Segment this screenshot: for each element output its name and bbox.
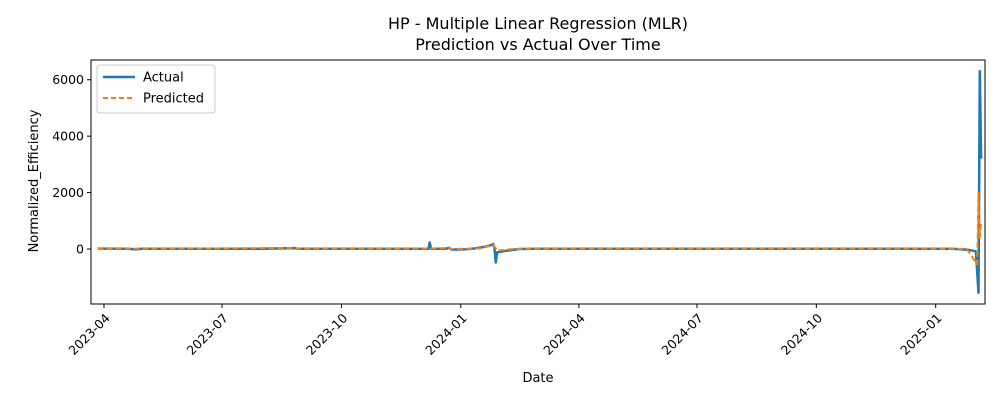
x-axis-label: Date <box>522 371 553 386</box>
x-tick-label: 2023-04 <box>65 310 113 358</box>
y-tick-label: 4000 <box>52 129 84 144</box>
series-line-predicted <box>97 191 983 266</box>
x-tick-label: 2023-10 <box>303 310 351 358</box>
x-tick-label: 2024-07 <box>658 310 706 358</box>
y-axis-label: Normalized_Efficiency <box>27 109 42 252</box>
legend-label-predicted: Predicted <box>143 92 204 107</box>
y-tick-label: 0 <box>76 241 84 256</box>
legend-label-actual: Actual <box>143 71 184 86</box>
chart-title: HP - Multiple Linear Regression (MLR) <box>388 14 688 33</box>
chart-subtitle: Prediction vs Actual Over Time <box>415 35 660 54</box>
legend: Actual Predicted <box>96 64 216 114</box>
series-line-actual <box>97 70 983 294</box>
x-tick-label: 2023-07 <box>183 310 231 358</box>
x-tick-label: 2024-01 <box>422 310 470 358</box>
y-tick-label: 6000 <box>52 72 84 87</box>
series-layer <box>97 70 983 294</box>
x-tick-label: 2025-01 <box>897 310 945 358</box>
y-tick-label: 2000 <box>52 185 84 200</box>
axes-frame <box>90 59 986 305</box>
x-tick-label: 2024-10 <box>778 310 826 358</box>
x-tick-label: 2024-04 <box>540 310 588 358</box>
